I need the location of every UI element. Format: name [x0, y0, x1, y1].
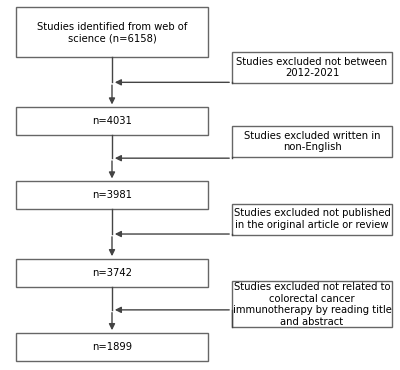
Text: Studies excluded not between
2012-2021: Studies excluded not between 2012-2021	[236, 57, 388, 78]
FancyBboxPatch shape	[232, 126, 392, 157]
Text: n=4031: n=4031	[92, 116, 132, 126]
FancyBboxPatch shape	[232, 204, 392, 235]
FancyBboxPatch shape	[16, 107, 208, 135]
Text: Studies excluded written in
non-English: Studies excluded written in non-English	[244, 131, 380, 152]
Text: Studies identified from web of
science (n=6158): Studies identified from web of science (…	[37, 21, 187, 43]
FancyBboxPatch shape	[232, 52, 392, 83]
Text: n=3981: n=3981	[92, 190, 132, 200]
FancyBboxPatch shape	[16, 7, 208, 57]
FancyBboxPatch shape	[16, 333, 208, 361]
Text: Studies excluded not related to
colorectal cancer
immunotherapy by reading title: Studies excluded not related to colorect…	[232, 282, 392, 327]
Text: Studies excluded not published
in the original article or review: Studies excluded not published in the or…	[234, 208, 390, 230]
FancyBboxPatch shape	[16, 259, 208, 287]
Text: n=3742: n=3742	[92, 268, 132, 278]
FancyBboxPatch shape	[16, 181, 208, 209]
Text: n=1899: n=1899	[92, 342, 132, 352]
FancyBboxPatch shape	[232, 281, 392, 327]
